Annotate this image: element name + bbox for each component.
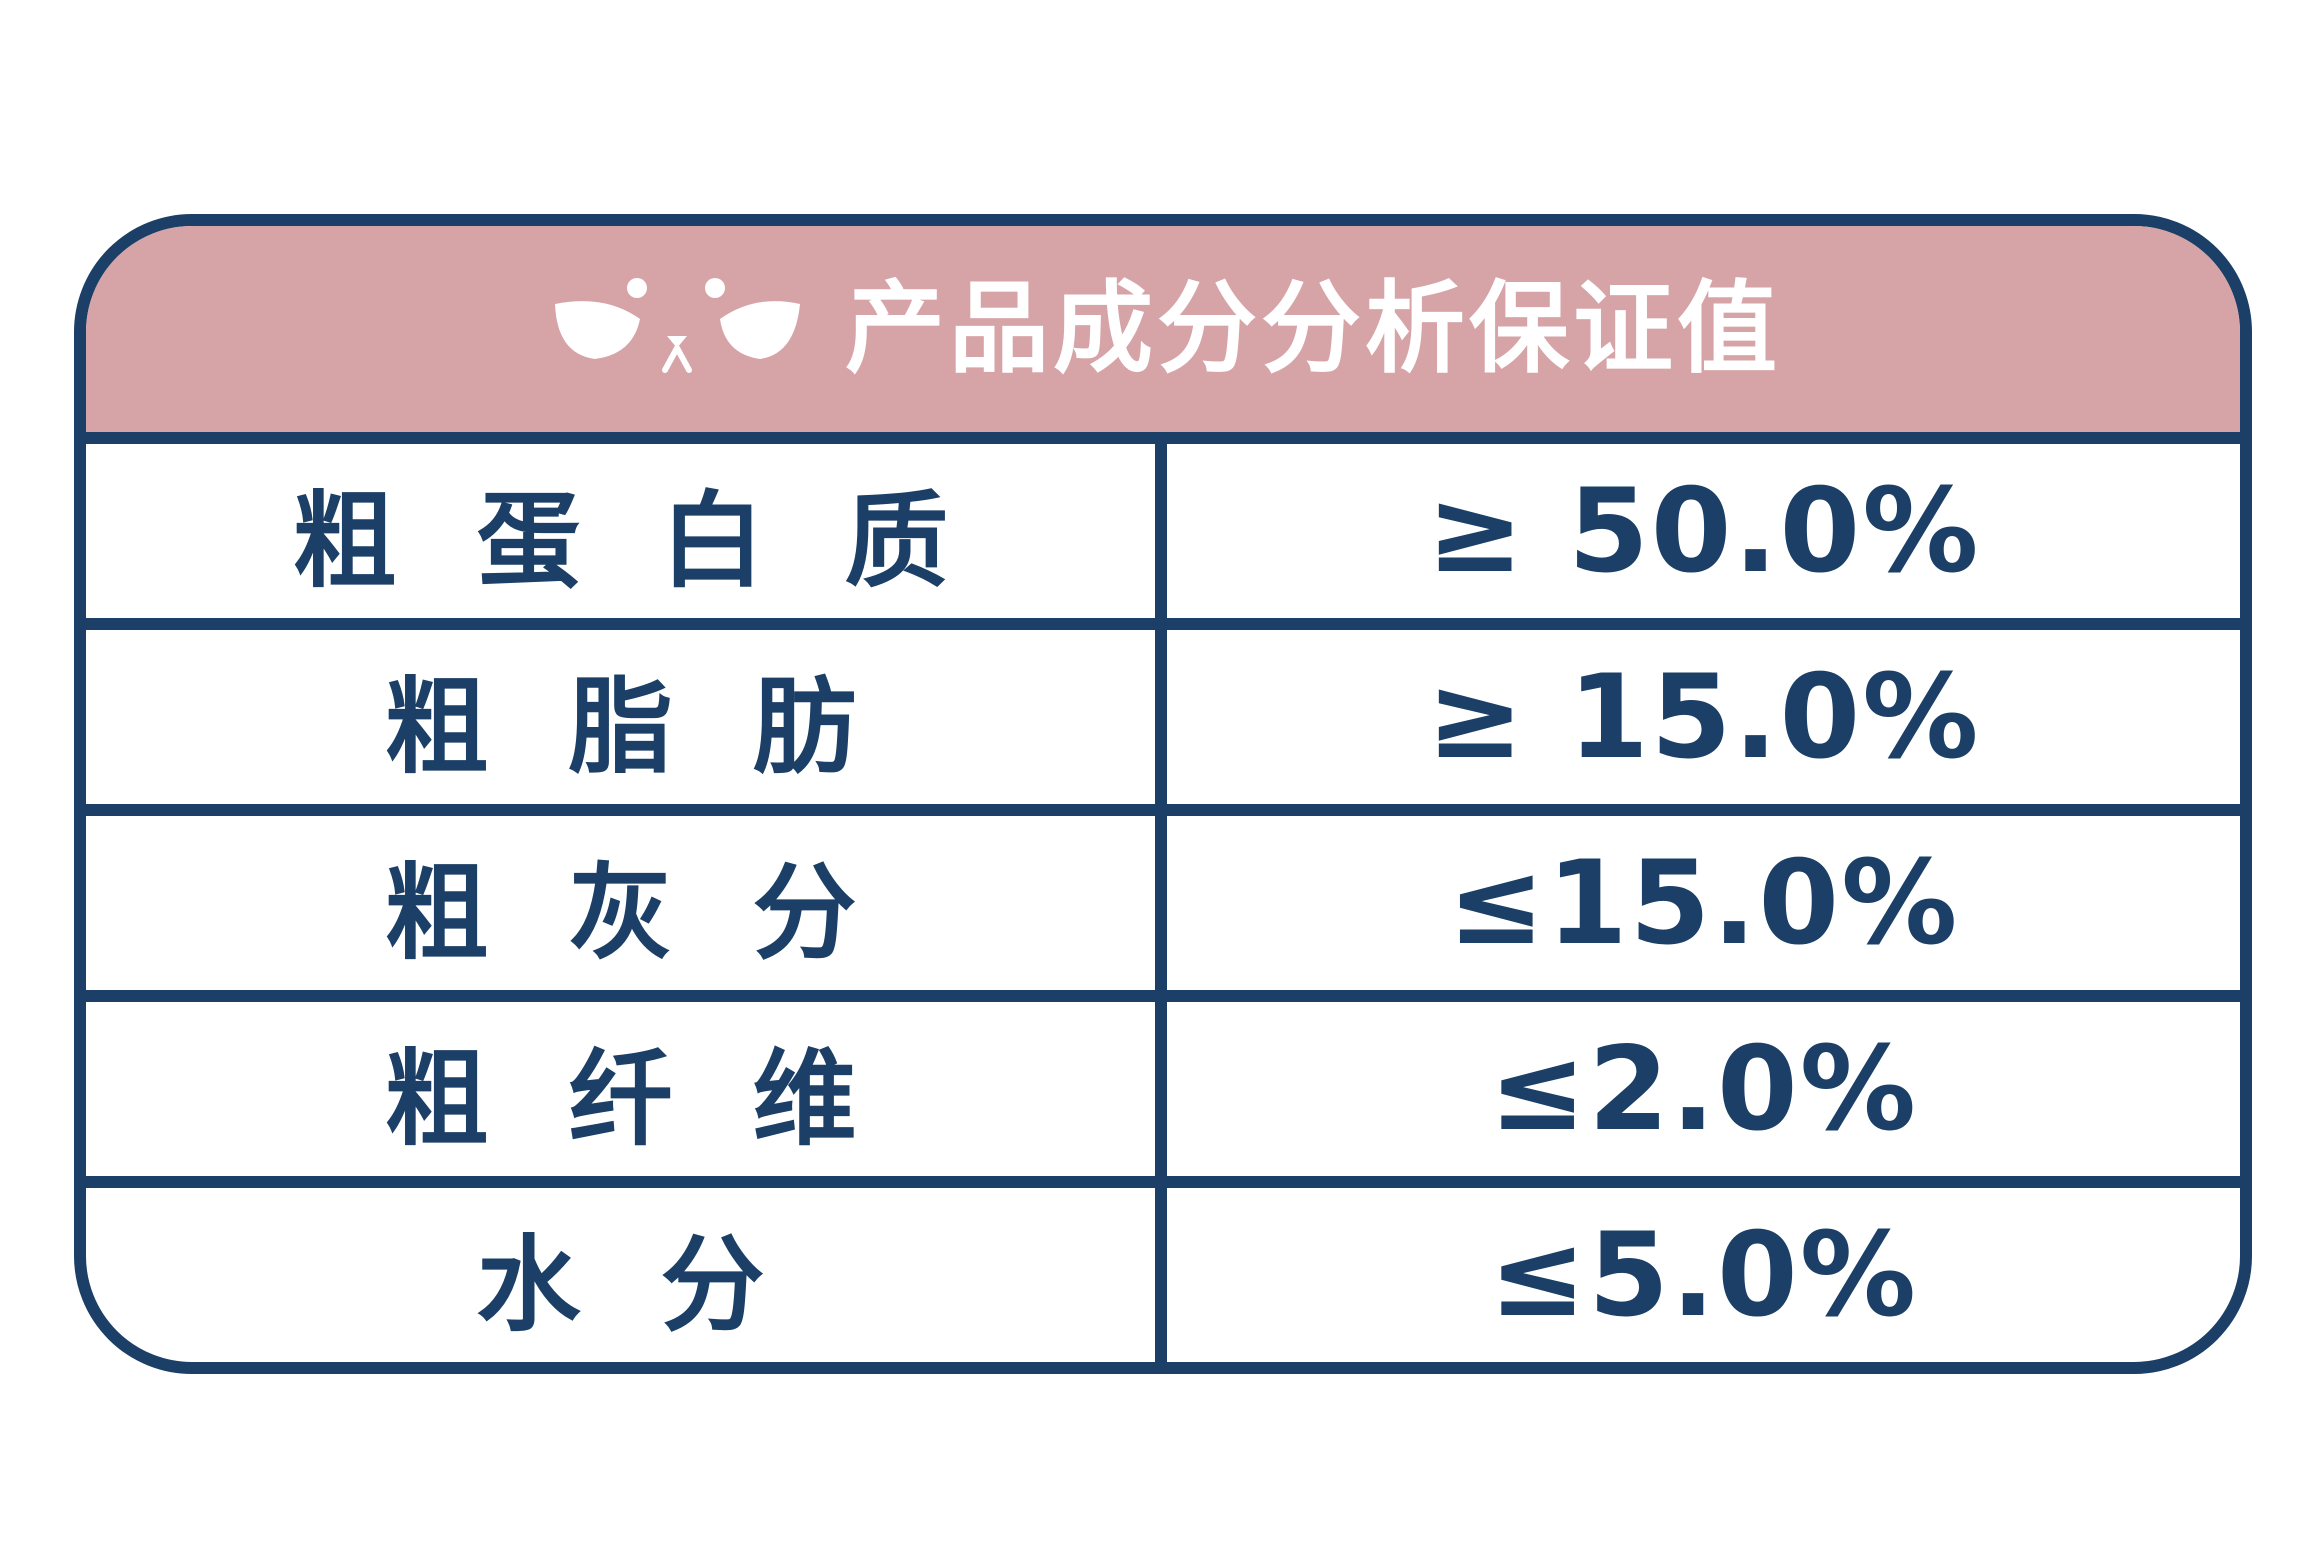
table-row: 粗灰分 ≤15.0% bbox=[86, 816, 2240, 1002]
nutrient-value: ≤15.0% bbox=[1447, 835, 1960, 971]
nutrient-value: ≥ 50.0% bbox=[1426, 463, 1981, 599]
nutrient-value: ≥ 15.0% bbox=[1426, 649, 1981, 785]
table-row: 粗蛋白质 ≥ 50.0% bbox=[86, 444, 2240, 630]
nutrient-name: 水分 bbox=[86, 1188, 1167, 1362]
nutrient-value: ≤5.0% bbox=[1489, 1207, 1918, 1343]
table-header: 产品成分分析保证值 bbox=[86, 226, 2240, 444]
table-row: 水分 ≤5.0% bbox=[86, 1188, 2240, 1362]
table-title: 产品成分分析保证值 bbox=[845, 270, 1781, 387]
guaranteed-analysis-table: 产品成分分析保证值 粗蛋白质 ≥ 50.0% 粗脂肪 ≥ 15.0% 粗灰分 ≤… bbox=[74, 214, 2252, 1374]
table-row: 粗脂肪 ≥ 15.0% bbox=[86, 630, 2240, 816]
nutrient-value: ≤2.0% bbox=[1489, 1021, 1918, 1157]
panda-face-icon bbox=[555, 278, 800, 373]
nutrient-name: 粗灰分 bbox=[86, 816, 1167, 990]
nutrient-rows: 粗蛋白质 ≥ 50.0% 粗脂肪 ≥ 15.0% 粗灰分 ≤15.0% 粗纤维 … bbox=[86, 444, 2240, 1362]
nutrient-name: 粗蛋白质 bbox=[86, 444, 1167, 618]
nutrient-name: 粗脂肪 bbox=[86, 630, 1167, 804]
table-row: 粗纤维 ≤2.0% bbox=[86, 1002, 2240, 1188]
nutrient-name: 粗纤维 bbox=[86, 1002, 1167, 1176]
